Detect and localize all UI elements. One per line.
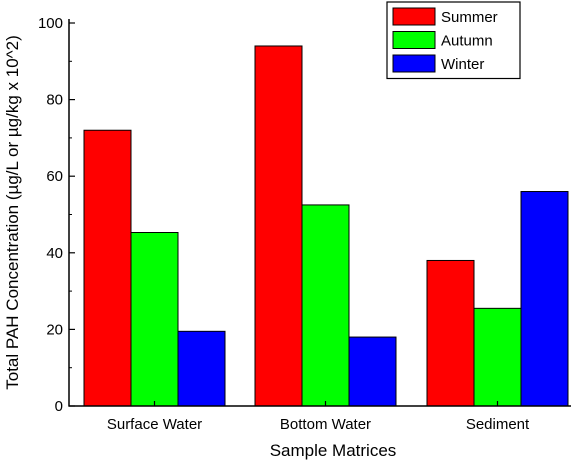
y-tick-label: 80 <box>46 92 63 109</box>
bar-autumn-bottom-water <box>301 204 350 407</box>
bar-winter-sediment <box>520 191 569 407</box>
bar-summer-bottom-water <box>254 45 303 407</box>
y-tick-label: 60 <box>46 168 63 185</box>
bar-winter-bottom-water <box>348 336 397 407</box>
legend-swatch-winter <box>392 54 436 73</box>
bar-summer-sediment <box>426 259 475 407</box>
bar-autumn-surface-water <box>130 232 179 407</box>
y-tick-label: 20 <box>46 321 63 338</box>
x-tick-label-sediment: Sediment <box>466 416 530 433</box>
legend-swatch-summer <box>392 7 436 26</box>
x-tick-label-bottom-water: Bottom Water <box>280 416 371 433</box>
legend-label-autumn: Autumn <box>441 33 493 50</box>
legend-label-summer: Summer <box>441 9 498 26</box>
legend-label-winter: Winter <box>441 56 484 73</box>
x-axis-title: Sample Matrices <box>270 441 397 460</box>
bars-layer <box>83 45 569 407</box>
y-tick-label: 0 <box>55 398 63 415</box>
bar-autumn-sediment <box>473 307 522 407</box>
x-tick-label-surface-water: Surface Water <box>107 416 202 433</box>
legend: Summer Autumn Winter <box>386 1 521 80</box>
bar-summer-surface-water <box>83 129 132 407</box>
legend-swatch-autumn <box>392 31 436 49</box>
y-axis-title: Total PAH Concentration (µg/L or µg/kg x… <box>3 35 22 390</box>
y-tick-label: 40 <box>46 245 63 262</box>
bar-winter-surface-water <box>177 330 226 407</box>
axes-layer: 0 20 40 60 80 100 Surface Water Bottom Water Sed… <box>38 15 571 433</box>
y-tick-label: 100 <box>38 15 63 32</box>
